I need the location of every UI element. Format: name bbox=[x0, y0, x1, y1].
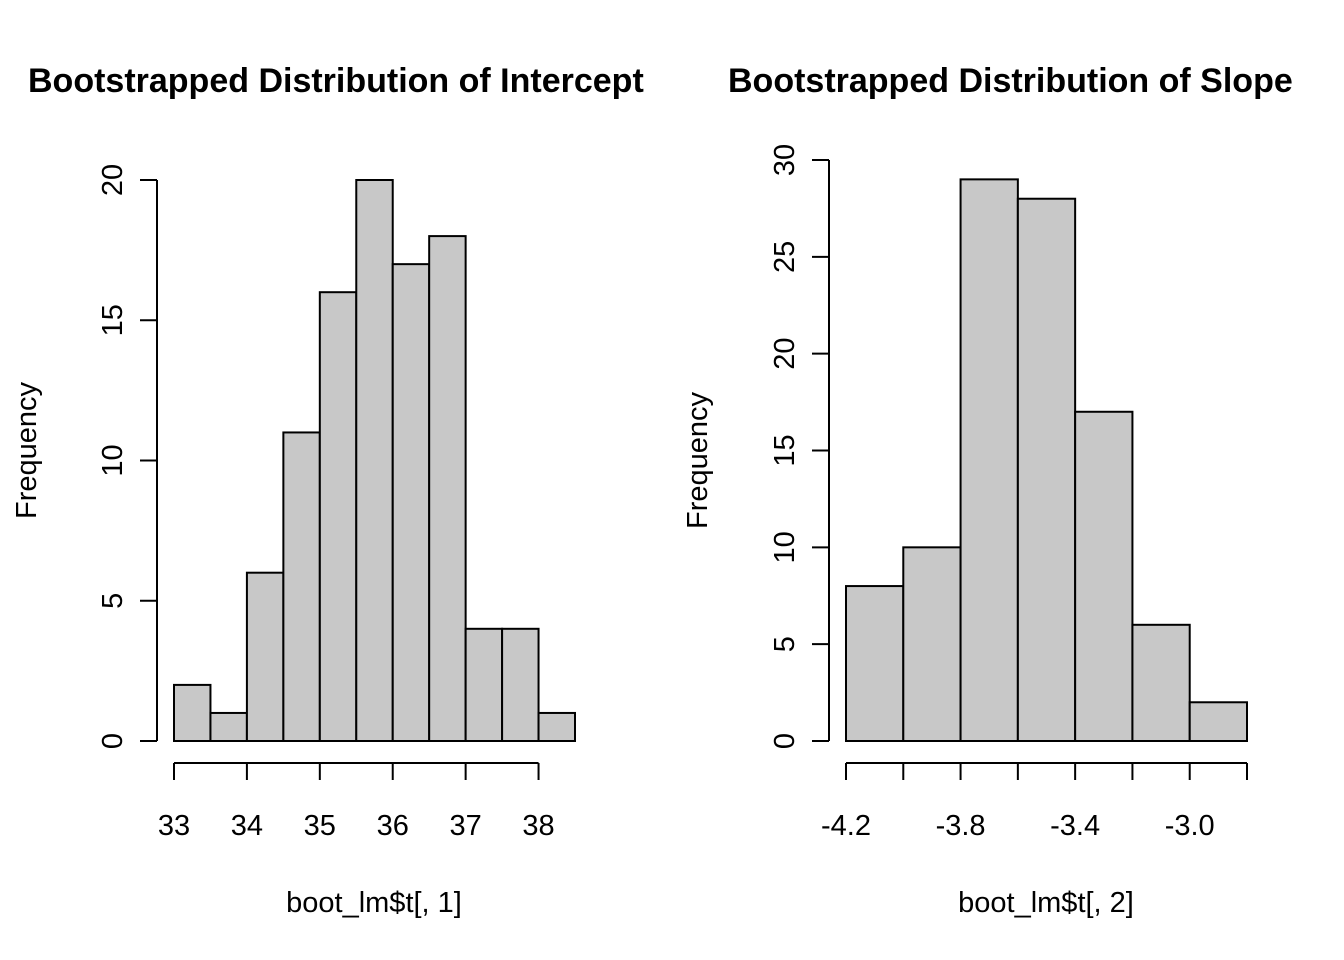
y-tick-label: 5 bbox=[769, 636, 801, 652]
histogram-bar bbox=[1016, 197, 1077, 742]
y-tick-label: 0 bbox=[97, 733, 129, 749]
histogram-bar bbox=[501, 627, 540, 742]
x-tick-label: -3.8 bbox=[936, 810, 986, 842]
histogram-bar bbox=[959, 178, 1019, 743]
x-tick-label: 36 bbox=[377, 810, 409, 842]
y-tick-label: 15 bbox=[97, 304, 129, 336]
histogram-bar bbox=[845, 585, 905, 742]
y-tick-label: 10 bbox=[769, 531, 801, 563]
x-tick-label: 35 bbox=[304, 810, 336, 842]
y-axis-label: Frequency bbox=[11, 381, 43, 519]
x-tick-label: 34 bbox=[231, 810, 263, 842]
x-axis-label: boot_lm$t[, 2] bbox=[958, 887, 1134, 919]
x-tick-label: -3.4 bbox=[1050, 810, 1100, 842]
histogram-bar bbox=[537, 711, 577, 743]
x-tick-label: 33 bbox=[158, 810, 190, 842]
intercept-histogram-panel: Bootstrapped Distribution of Intercept 0 5… bbox=[11, 62, 644, 919]
histogram-bar bbox=[1131, 623, 1191, 742]
histogram-bar bbox=[318, 291, 358, 742]
y-tick-label: 20 bbox=[769, 338, 801, 370]
histogram-bar bbox=[428, 235, 467, 742]
y-tick-label: 10 bbox=[97, 444, 129, 476]
x-tick-label: -4.2 bbox=[821, 810, 871, 842]
histogram-bar bbox=[1074, 410, 1134, 742]
y-tick-label: 0 bbox=[769, 733, 801, 749]
y-tick-label: 15 bbox=[769, 434, 801, 466]
histogram-bar bbox=[391, 263, 431, 742]
y-tick-label: 20 bbox=[97, 164, 129, 196]
x-tick-label: -3.0 bbox=[1165, 810, 1215, 842]
histogram-bar bbox=[282, 431, 321, 742]
histogram-bar bbox=[173, 683, 212, 743]
x-tick-label: 37 bbox=[450, 810, 482, 842]
histogram-bar bbox=[1188, 701, 1248, 742]
chart-title: Bootstrapped Distribution of Intercept bbox=[28, 62, 644, 100]
y-tick-label: 30 bbox=[769, 144, 801, 176]
y-axis-label: Frequency bbox=[682, 391, 714, 529]
y-tick-label: 25 bbox=[769, 241, 801, 273]
x-tick-label: 38 bbox=[522, 810, 554, 842]
histogram-bar bbox=[355, 179, 394, 742]
y-tick-label: 5 bbox=[97, 593, 129, 609]
x-axis-label: boot_lm$t[, 1] bbox=[286, 887, 462, 919]
histogram-bar bbox=[209, 711, 248, 743]
chart-title: Bootstrapped Distribution of Slope bbox=[728, 62, 1293, 100]
histogram-bar bbox=[902, 546, 962, 742]
histogram-bar bbox=[245, 571, 285, 743]
slope-histogram-panel: Bootstrapped Distribution of Slope 0 5 10 15… bbox=[682, 62, 1293, 919]
histogram-bar bbox=[464, 627, 504, 742]
